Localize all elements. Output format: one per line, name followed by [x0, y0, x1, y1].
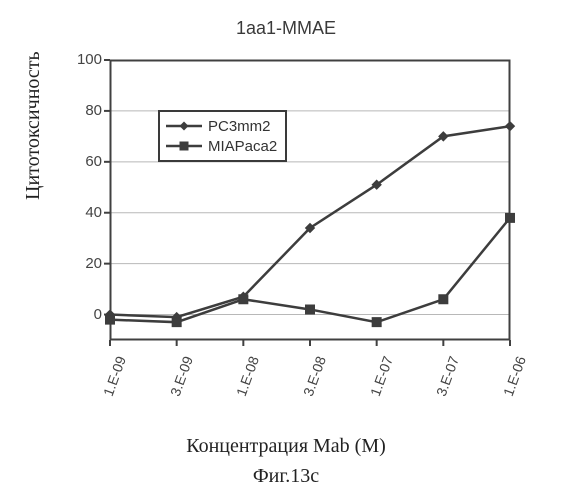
y-tick-label: 40 — [70, 204, 102, 221]
y-tick-label: 60 — [70, 153, 102, 170]
y-tick-label: 0 — [70, 306, 102, 323]
chart-container: 1aa1-MMAE Цитотоксичность 0 20 40 60 80 100 1… — [0, 0, 572, 500]
chart-title: 1aa1-MMAE — [0, 18, 572, 39]
x-tick-label: 3.E-08 — [293, 354, 329, 416]
y-axis-label: Цитотоксичность — [22, 51, 45, 200]
x-tick-label: 3.E-09 — [160, 354, 196, 416]
x-tick-label: 1.E-08 — [227, 354, 263, 416]
x-tick-label: 1.E-06 — [493, 354, 529, 416]
x-tick-label: 1.E-09 — [93, 354, 129, 416]
y-tick-label: 100 — [70, 51, 102, 68]
y-tick-label: 20 — [70, 255, 102, 272]
x-tick-label: 3.E-07 — [427, 354, 463, 416]
x-tick-label: 1.E-07 — [360, 354, 396, 416]
legend-label: PC3mm2 — [208, 118, 271, 135]
chart-plot — [110, 60, 510, 340]
x-axis-label: Концентрация Mab (M) — [0, 435, 572, 458]
chart-legend: PC3mm2 MIAPaca2 — [158, 110, 287, 162]
legend-label: MIAPaca2 — [208, 138, 277, 155]
legend-item: PC3mm2 — [166, 116, 277, 136]
legend-item: MIAPaca2 — [166, 136, 277, 156]
figure-caption: Фиг.13c — [0, 465, 572, 488]
y-tick-label: 80 — [70, 102, 102, 119]
